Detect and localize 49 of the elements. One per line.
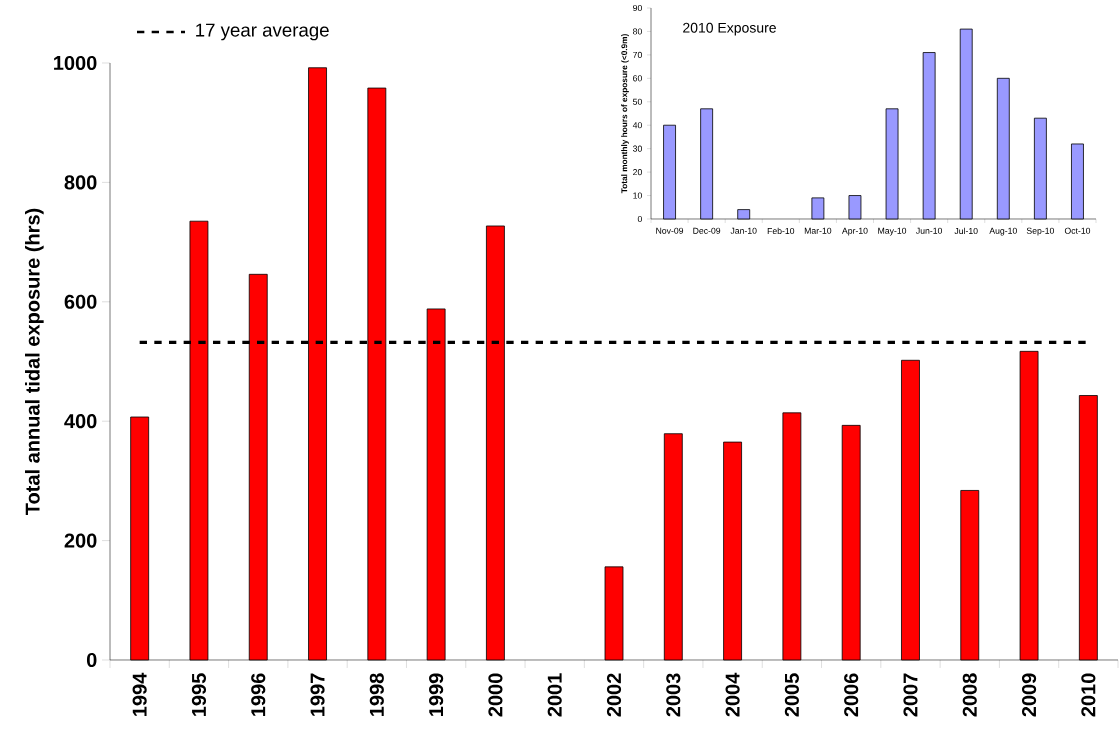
y-tick-label: 70 [633, 51, 642, 58]
y-tick-label: 10 [633, 192, 642, 199]
x-tick-label: 2004 [725, 672, 740, 717]
y-tick-label: 90 [633, 4, 642, 12]
x-tick-label: 1998 [369, 673, 384, 716]
y-tick-label: 60 [633, 75, 642, 82]
x-tick-label: Jul-10 [954, 227, 978, 235]
y-tick-label: 80 [633, 28, 642, 35]
x-tick-label: 2003 [666, 673, 681, 717]
x-tick-label: Apr-10 [841, 227, 868, 236]
y-tick-label: 50 [633, 98, 642, 105]
y-tick-label: 800 [64, 175, 97, 190]
x-tick-label: May-10 [878, 227, 907, 236]
y-axis-title: Total monthly hours of exposure (<0.9m) [621, 34, 629, 194]
text: 2010 Exposure [683, 22, 776, 36]
x-tick-label: 2006 [844, 673, 859, 717]
y-tick-label: 20 [633, 169, 642, 176]
x-tick-label: Jan-10 [730, 227, 757, 234]
x-tick-label: 2000 [488, 673, 503, 717]
x-tick-label: Jun-10 [916, 227, 943, 234]
y-tick-label: 0 [86, 652, 97, 668]
y-tick-label: 600 [64, 294, 97, 309]
y-tick-label: 400 [64, 414, 97, 429]
y-axis-title: Total annual tidal exposure (hrs) [25, 208, 44, 515]
x-tick-label: 2009 [1021, 673, 1037, 717]
x-tick-label: 1994 [132, 672, 147, 716]
x-tick-label: 1997 [310, 673, 325, 716]
x-tick-label: 1995 [191, 673, 207, 716]
x-tick-label: 2001 [547, 673, 562, 717]
y-tick-label: 1000 [54, 55, 97, 71]
x-tick-label: 2008 [962, 673, 977, 717]
x-tick-label: 1996 [251, 673, 266, 716]
x-tick-label: 1999 [429, 673, 444, 716]
x-tick-label: Feb-10 [767, 227, 795, 235]
x-tick-label: 2002 [606, 673, 622, 717]
y-tick-label: 30 [632, 145, 642, 152]
y-tick-label: 0 [637, 215, 642, 223]
x-tick-label: Aug-10 [989, 227, 1017, 236]
y-tick-label: 40 [632, 122, 642, 129]
x-tick-label: Mar-10 [804, 227, 832, 234]
x-tick-label: 2005 [784, 673, 799, 717]
x-tick-label: 2010 [1081, 673, 1096, 717]
y-tick-label: 200 [64, 533, 97, 548]
x-tick-label: Dec-09 [693, 227, 721, 234]
x-tick-label: Oct-10 [1064, 227, 1091, 234]
x-tick-label: 2007 [903, 673, 918, 717]
legend-label: 17 year average [196, 23, 329, 41]
x-tick-label: Nov-09 [656, 227, 684, 234]
x-tick-label: Sep-10 [1026, 227, 1054, 236]
